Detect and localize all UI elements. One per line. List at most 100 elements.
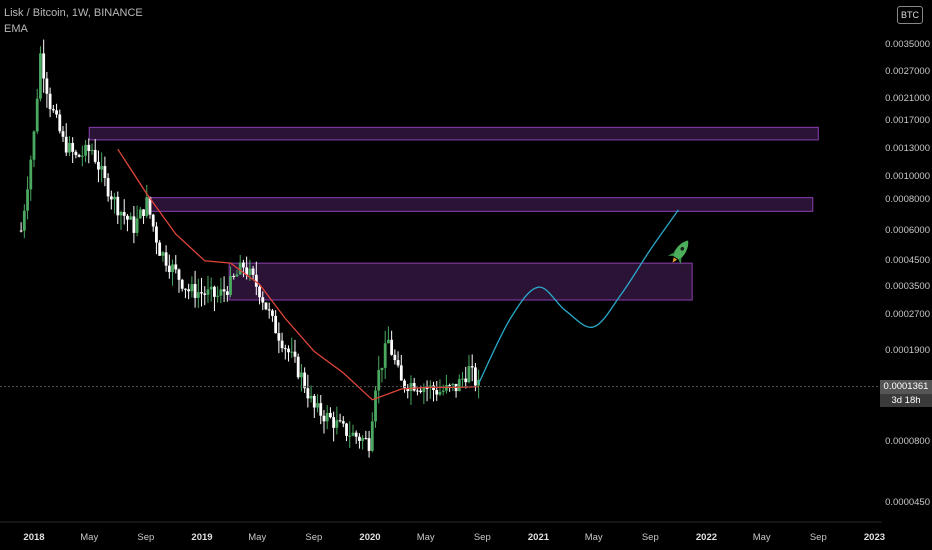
x-tick-label: 2022 (695, 532, 718, 543)
candle-body (209, 286, 213, 290)
symbol-title: Lisk / Bitcoin, 1W, BINANCE (4, 7, 143, 19)
y-tick-label: 0.0010000 (885, 170, 930, 182)
projection-layer (478, 209, 679, 384)
candle-body (461, 378, 464, 380)
candle-body (303, 372, 307, 389)
candle-body (448, 385, 452, 387)
x-tick-label: Sep (809, 532, 827, 543)
candle-body (361, 438, 365, 441)
candle-body (358, 436, 361, 441)
candle-body (425, 387, 429, 389)
indicator-label[interactable]: EMA (4, 23, 28, 35)
candle-body (106, 178, 110, 197)
candle-body (341, 421, 345, 424)
candle-body (132, 216, 136, 233)
candle-body (251, 268, 255, 275)
candle-body (258, 286, 261, 298)
x-tick-label: May (752, 532, 771, 543)
candle-body (380, 367, 384, 371)
candle-body (235, 274, 239, 277)
ema-line (117, 148, 479, 401)
candle-body (338, 420, 342, 422)
candle-body (113, 196, 116, 200)
candle-body (190, 284, 194, 292)
x-tick-label: May (416, 532, 435, 543)
candle-body (103, 166, 107, 179)
candle-body (364, 438, 368, 440)
candle-body (100, 166, 104, 170)
candle-body (322, 415, 326, 422)
candle-body (470, 366, 474, 368)
candle-body (248, 268, 252, 276)
candle-body (242, 262, 245, 268)
candle-body (55, 110, 58, 115)
candle-body (319, 403, 323, 416)
candle-body (64, 136, 68, 153)
candle-body (283, 348, 287, 350)
y-tick-label: 0.0035000 (885, 39, 930, 50)
candle-body (71, 143, 75, 152)
candle-body (419, 390, 423, 393)
candle-body (451, 383, 455, 386)
candle-body (403, 380, 406, 388)
candle-body (329, 412, 332, 418)
y-tick-label: 0.0000450 (885, 497, 930, 508)
candle-body (271, 310, 274, 316)
candle-body (126, 215, 129, 220)
candle-body (174, 264, 178, 270)
candle-body (254, 274, 258, 287)
candle-body (68, 143, 71, 153)
candle-body (119, 212, 123, 216)
zones-layer (88, 126, 819, 301)
candle-body (135, 218, 139, 233)
candle-body (32, 131, 36, 160)
candle-body (387, 339, 390, 344)
candle-body (203, 293, 207, 295)
candle-body (406, 387, 410, 392)
candle-body (171, 264, 174, 273)
rocket-icon (667, 240, 689, 265)
candle-body (196, 292, 200, 298)
projection-path (478, 209, 679, 384)
candle-body (109, 196, 113, 200)
candle-body (206, 289, 210, 295)
candle-body (280, 340, 284, 349)
x-tick-label: Sep (641, 532, 659, 543)
candle-body (370, 421, 374, 451)
candle-body (97, 161, 100, 170)
candle-body (42, 53, 46, 79)
candle-body (138, 209, 142, 219)
candle-body (306, 388, 310, 399)
candle-body (293, 351, 297, 357)
candle-body (48, 93, 52, 110)
resistance-zone-1 (88, 126, 819, 141)
candle-body (187, 289, 191, 292)
candle-body (374, 390, 377, 422)
candle-body (164, 252, 168, 266)
candle-body (177, 269, 181, 280)
candle-body (238, 262, 242, 275)
x-tick-label: May (584, 532, 603, 543)
candle-body (77, 155, 81, 157)
candle-body (39, 53, 42, 99)
candle-body (399, 365, 403, 381)
candle-body (390, 339, 394, 355)
candle-body (412, 383, 416, 391)
candle-body (383, 343, 387, 368)
candle-body (438, 392, 442, 395)
candle-body (19, 230, 23, 232)
candle-body (93, 150, 97, 162)
currency-badge[interactable]: BTC (897, 6, 923, 24)
candle-body (422, 387, 426, 393)
candles-layer (19, 39, 481, 458)
candle-body (274, 315, 278, 334)
y-tick-label: 0.0008000 (885, 194, 930, 206)
candle-body (213, 286, 216, 297)
candle-body (219, 289, 223, 296)
candle-body (148, 197, 152, 215)
candle-body (290, 351, 294, 353)
candle-body (287, 348, 290, 353)
candle-body (80, 155, 84, 157)
candle-body (51, 109, 55, 111)
